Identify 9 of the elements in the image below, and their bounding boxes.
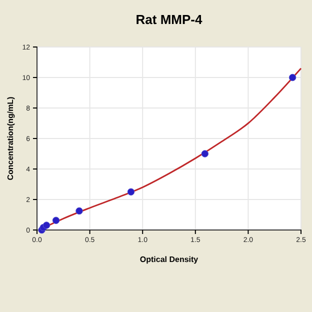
point [201,150,209,158]
point [288,74,296,82]
point [52,216,60,224]
point [42,222,50,229]
y-axis-title: Concentration(ng/mL) [6,96,15,180]
point [127,188,135,196]
chart-title: Rat MMP-4 [136,12,203,27]
x-axis-title: Optical Density [140,255,199,264]
point [76,207,83,215]
